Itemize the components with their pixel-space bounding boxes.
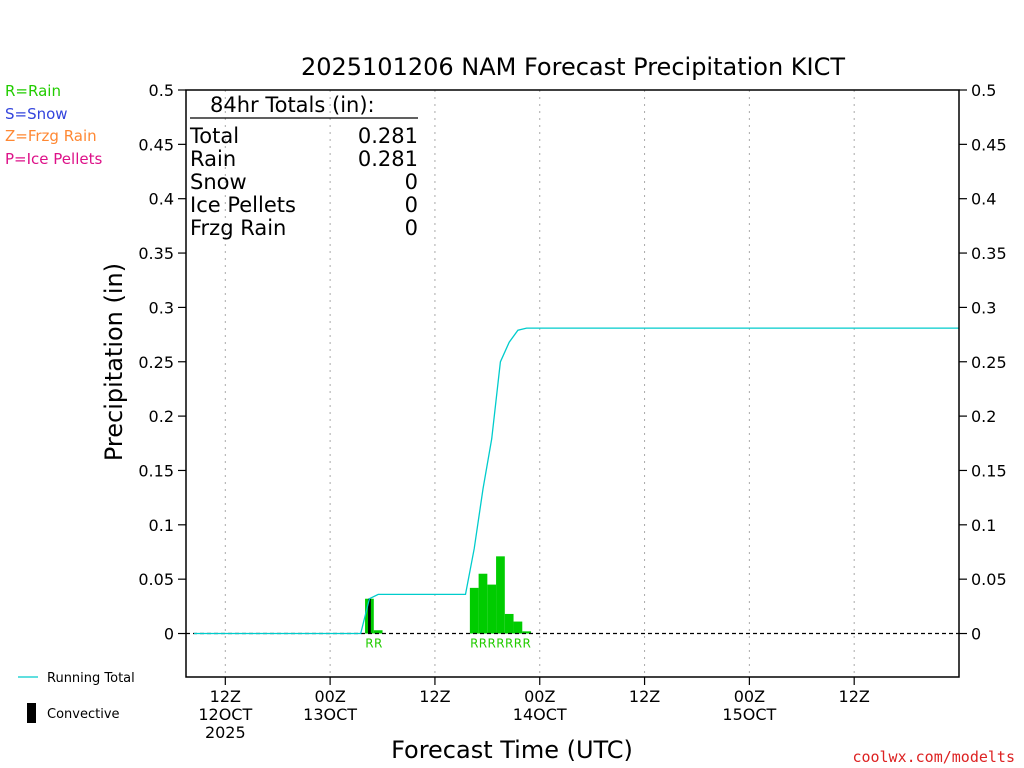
y-axis-left: 0 0.05 0.1 0.15 0.2 0.25 0.3 0.35 0.4 0.45 0.5 xyxy=(138,81,186,644)
legend-ice-pellets: P=Ice Pellets xyxy=(5,150,102,168)
totals-heading: 84hr Totals (in): xyxy=(210,93,375,117)
ytick-right-label: 0.35 xyxy=(971,244,1007,263)
legend-rain: R=Rain xyxy=(5,82,61,100)
y-axis-title: Precipitation (in) xyxy=(100,263,128,461)
precip-type-marker: R xyxy=(365,637,373,651)
ytick-right-label: 0.3 xyxy=(971,298,996,317)
ytick-left-label: 0.25 xyxy=(138,353,174,372)
xtick-label: 12Z xyxy=(210,687,241,706)
ytick-right-label: 0 xyxy=(971,625,981,644)
totals-value: 0.281 xyxy=(358,124,418,148)
totals-value: 0 xyxy=(405,170,418,194)
x-axis-title: Forecast Time (UTC) xyxy=(391,736,633,764)
xtick-label: 12Z xyxy=(419,687,450,706)
legend-convective: Convective xyxy=(47,707,120,722)
xtick-label: 00Z xyxy=(524,687,555,706)
rain-bar xyxy=(373,630,383,634)
ytick-right-label: 0.1 xyxy=(971,516,996,535)
precip-type-legend: R=Rain S=Snow Z=Frzg Rain P=Ice Pellets xyxy=(5,82,102,168)
xtick-label: 12OCT xyxy=(198,705,252,724)
xtick-label: 00Z xyxy=(314,687,345,706)
ytick-right-label: 0.45 xyxy=(971,135,1007,154)
running-total-line xyxy=(194,327,959,635)
xtick-label: 12Z xyxy=(839,687,870,706)
legend-frzg-rain: Z=Frzg Rain xyxy=(5,127,97,145)
rain-bar xyxy=(487,584,497,634)
credit-text: coolwx.com/modelts xyxy=(852,748,1015,766)
ytick-right-label: 0.4 xyxy=(971,190,996,209)
totals-label: Ice Pellets xyxy=(190,193,296,217)
chart-convective-bars xyxy=(368,598,371,634)
legend-running-total: Running Total xyxy=(47,671,135,686)
xtick-label: 12Z xyxy=(629,687,660,706)
ytick-left-label: 0.35 xyxy=(138,244,174,263)
convective-bar xyxy=(368,598,371,634)
precip-type-marker: R xyxy=(505,637,513,651)
rain-bar xyxy=(496,556,505,634)
rain-bar xyxy=(504,613,514,634)
rain-bar xyxy=(513,621,523,634)
rain-bar xyxy=(522,631,532,634)
xtick-label: 2025 xyxy=(205,723,246,742)
rain-bar xyxy=(469,587,479,634)
ytick-left-label: 0.45 xyxy=(138,135,174,154)
totals-value: 0 xyxy=(405,193,418,217)
precip-type-marker: R xyxy=(514,637,522,651)
precip-type-marker: R xyxy=(496,637,504,651)
plot-frame xyxy=(185,89,960,678)
xtick-label: 00Z xyxy=(734,687,765,706)
convective-swatch xyxy=(27,703,36,723)
ytick-left-label: 0.1 xyxy=(149,516,174,535)
totals-value: 0 xyxy=(405,216,418,240)
xtick-label: 15OCT xyxy=(722,705,776,724)
ytick-left-label: 0.15 xyxy=(138,461,174,480)
y-axis-right: 0 0.05 0.1 0.15 0.2 0.25 0.3 0.35 0.4 0.45 0.5 xyxy=(959,81,1007,644)
totals-label: Rain xyxy=(190,147,236,171)
xtick-label: 13OCT xyxy=(303,705,357,724)
xtick-label: 14OCT xyxy=(513,705,567,724)
precip-type-marker: R xyxy=(479,637,487,651)
ytick-left-label: 0.4 xyxy=(149,190,174,209)
precip-type-marker: R xyxy=(470,637,478,651)
ytick-left-label: 0.5 xyxy=(149,81,174,100)
ytick-right-label: 0.2 xyxy=(971,407,996,426)
ytick-left-label: 0.05 xyxy=(138,570,174,589)
ytick-right-label: 0.05 xyxy=(971,570,1007,589)
totals-box: 84hr Totals (in): Total 0.281 Rain 0.281 Sno… xyxy=(189,93,418,240)
totals-label: Total xyxy=(189,124,239,148)
ytick-left-label: 0.2 xyxy=(149,407,174,426)
ytick-right-label: 0.15 xyxy=(971,461,1007,480)
chart-title: 2025101206 NAM Forecast Precipitation KI… xyxy=(301,53,845,81)
ytick-left-label: 0.3 xyxy=(149,298,174,317)
totals-label: Snow xyxy=(190,170,247,194)
totals-value: 0.281 xyxy=(358,147,418,171)
ytick-left-label: 0 xyxy=(164,625,174,644)
totals-rows: Total 0.281 Rain 0.281 Snow 0 Ice Pellets 0 Frzg… xyxy=(189,124,418,240)
ytick-right-label: 0.25 xyxy=(971,353,1007,372)
rain-bar xyxy=(478,573,488,634)
precip-type-marker: R xyxy=(522,637,530,651)
precip-type-marker: R xyxy=(488,637,496,651)
line-legend: Running Total Convective xyxy=(18,671,135,723)
ytick-right-label: 0.5 xyxy=(971,81,996,100)
chart-gridlines xyxy=(224,90,855,677)
precip-type-marker: R xyxy=(374,637,382,651)
legend-snow: S=Snow xyxy=(5,105,68,123)
totals-label: Frzg Rain xyxy=(190,216,286,240)
